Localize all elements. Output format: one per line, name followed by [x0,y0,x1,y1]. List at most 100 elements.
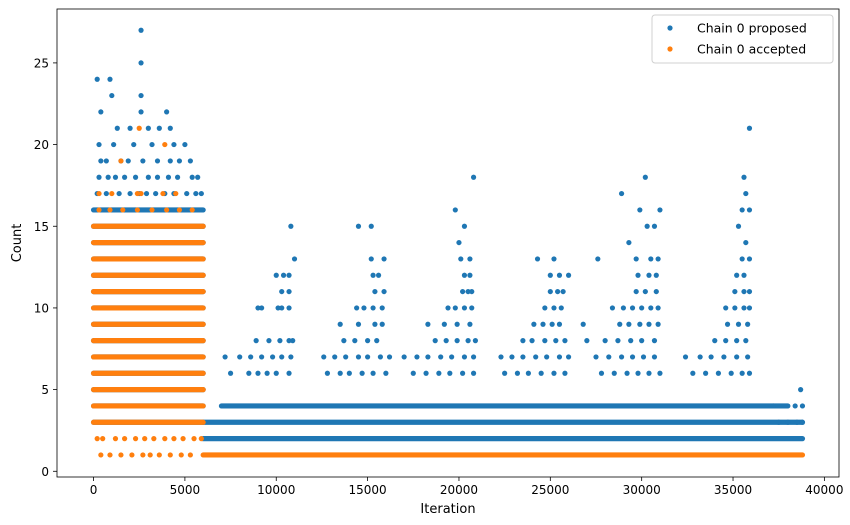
data-point [94,76,100,82]
x-tick-label: 40000 [805,483,843,497]
data-point [467,272,473,278]
x-tick-label: 20000 [440,483,478,497]
data-point [111,141,117,148]
data-point [460,288,466,295]
data-point [279,288,285,295]
data-point [509,354,515,360]
data-point [792,403,798,409]
data-point-band [90,338,206,344]
data-point [96,174,102,180]
data-point [633,288,639,295]
data-point [96,207,102,213]
data-point [469,288,475,295]
y-tick-label: 20 [34,138,49,152]
data-point [118,452,124,458]
data-point [648,256,654,262]
data-point [103,158,109,164]
data-point [637,321,643,327]
data-point [112,174,119,180]
data-point [253,338,259,344]
data-point [286,272,292,278]
data-point [447,370,453,376]
data-point [534,256,541,262]
data-point [609,305,616,311]
data-point [174,174,181,180]
data-point [165,174,172,180]
data-point [556,354,563,360]
data-point [715,370,722,376]
data-point [103,190,109,197]
data-point [642,174,648,180]
data-point [246,370,252,376]
y-tick-label: 0 [41,465,49,479]
data-point [164,109,170,115]
data-point [657,370,663,376]
data-point [355,321,362,327]
points-layer [90,27,806,458]
data-point [635,370,641,376]
data-point-band [90,207,206,213]
data-point [132,174,139,180]
data-point [542,305,548,311]
data-point [646,370,652,376]
data-point [565,272,572,278]
data-point [538,370,544,376]
data-point [372,321,378,327]
data-point [286,338,292,344]
x-tick-label: 25000 [531,483,569,497]
data-point [132,436,139,442]
x-tick-label: 10000 [257,483,295,497]
data-point [520,338,526,344]
data-point [584,338,590,344]
data-point-band [90,387,206,393]
data-point [94,436,100,442]
data-point [472,338,479,344]
data-point [324,370,331,376]
data-point [171,436,177,442]
data-point [640,354,647,360]
data-point [449,354,455,360]
data-point [547,288,553,295]
data-point [286,370,292,376]
legend: Chain 0 proposed Chain 0 accepted [651,14,834,64]
data-point [799,419,806,425]
data-point [452,305,458,311]
data-point [109,190,115,197]
data-point [153,190,159,197]
data-point [465,288,471,295]
data-point [633,256,639,262]
data-point [386,354,393,360]
data-point [425,354,431,360]
data-point [743,239,749,246]
data-point [746,305,753,311]
data-point [125,158,131,164]
data-point [467,321,473,327]
data-point [264,370,270,376]
data-point [237,354,243,360]
data-point [556,272,563,278]
data-point [580,321,586,327]
data-point [651,338,658,344]
data-point [134,190,140,197]
data-point [739,207,745,213]
data-point [171,141,177,148]
data-point-band [90,403,206,409]
data-point [379,305,385,311]
data-point-band [200,452,806,458]
data-point [162,141,168,148]
data-point [445,305,451,311]
data-point-band [90,354,206,360]
data-point [595,256,601,262]
data-point [746,370,753,376]
data-point [167,452,173,458]
data-point [542,338,548,344]
data-point [785,419,791,425]
data-point [558,305,564,311]
data-point [745,354,751,360]
legend-label-proposed: Chain 0 proposed [697,21,807,36]
data-point [741,305,747,311]
data-point [728,370,734,376]
data-point [374,338,380,344]
data-point [116,190,122,197]
data-point [138,27,144,33]
